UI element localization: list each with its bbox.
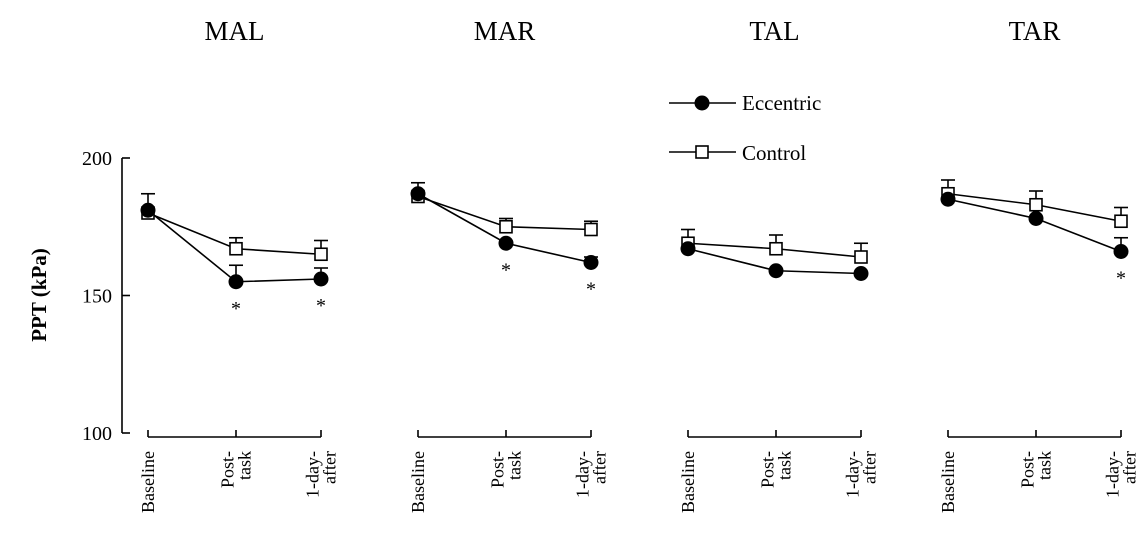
- x-tick-label: Post-task: [218, 451, 255, 488]
- x-tick-label: Baseline: [938, 451, 958, 513]
- x-tick-label-line: 1-day-: [1103, 451, 1123, 498]
- point-control: [1114, 214, 1128, 229]
- y-tick-label: 100: [82, 423, 112, 445]
- legend: Eccentric Control: [669, 91, 821, 165]
- x-tick-label-line: 1-day-: [573, 451, 593, 498]
- y-tick-label: 150: [82, 286, 112, 308]
- legend-label-eccentric: Eccentric: [742, 91, 821, 115]
- point-eccentric: [853, 266, 869, 281]
- x-tick-label-line: Post-: [218, 451, 238, 488]
- y-axis-label: PPT (kPa): [27, 248, 51, 342]
- y-axis: 100 150 200 PPT (kPa): [27, 148, 130, 445]
- panel-tar: TAR Baseline Post-task 1-day-after *: [938, 16, 1140, 513]
- panel-mal: MAL Baseline Post-task 1-day-after * *: [138, 16, 340, 513]
- x-tick-label-line: task: [235, 451, 255, 480]
- panel-mar: MAR Baseline Post-task 1-day-after * *: [408, 16, 610, 513]
- significance-asterisk: *: [316, 295, 326, 317]
- point-control: [854, 250, 868, 264]
- x-tick-label: Post-task: [1018, 451, 1055, 488]
- panel-title: TAL: [749, 16, 799, 46]
- x-tick-label-line: after: [320, 451, 340, 484]
- significance-asterisk: *: [231, 298, 241, 320]
- legend-item-eccentric: Eccentric: [669, 91, 821, 115]
- point-eccentric: [1028, 211, 1044, 226]
- significance-asterisk: *: [586, 279, 596, 301]
- x-tick-label-line: 1-day-: [303, 451, 323, 498]
- legend-item-control: Control: [669, 141, 806, 165]
- point-eccentric: [498, 235, 514, 251]
- x-tick-label: Baseline: [138, 451, 158, 513]
- x-tick-label: Post-task: [488, 451, 525, 488]
- panel-title: TAR: [1009, 16, 1061, 46]
- chart-panels: MAL Baseline Post-task 1-day-after * * MAR Base…: [138, 16, 1140, 513]
- x-tick-label: Post-task: [758, 451, 795, 488]
- x-tick-label: Baseline: [678, 451, 698, 513]
- point-control: [1029, 197, 1043, 212]
- point-eccentric: [410, 186, 426, 202]
- x-tick-label-line: Post-: [488, 451, 508, 488]
- x-tick-label: 1-day-after: [573, 451, 610, 498]
- point-eccentric: [768, 263, 784, 279]
- x-tick-label-line: Post-: [758, 451, 778, 488]
- significance-asterisk: *: [501, 259, 511, 281]
- x-tick-label-line: task: [775, 451, 795, 480]
- point-control: [314, 247, 328, 262]
- point-control: [499, 219, 513, 234]
- x-tick-label-line: after: [860, 451, 880, 484]
- legend-marker-eccentric: [694, 95, 710, 111]
- point-control: [769, 241, 783, 256]
- panel-title: MAL: [205, 16, 265, 46]
- y-axis-ticks: 100 150 200: [82, 148, 130, 445]
- x-tick-label-line: after: [590, 451, 610, 484]
- x-tick-label: 1-day-after: [1103, 451, 1140, 498]
- x-tick-label-line: Baseline: [938, 451, 958, 513]
- point-control: [584, 222, 598, 237]
- legend-marker-control: [695, 145, 709, 159]
- x-tick-label-line: Baseline: [138, 451, 158, 513]
- point-eccentric: [228, 274, 244, 290]
- x-tick-label-line: Baseline: [678, 451, 698, 513]
- x-tick-label-line: task: [505, 451, 525, 480]
- panel-tal: TAL Baseline Post-task 1-day-after: [678, 16, 880, 513]
- x-tick-label: Baseline: [408, 451, 428, 513]
- panel-title: MAR: [474, 16, 536, 46]
- x-tick-label-line: task: [1035, 451, 1055, 480]
- point-eccentric: [940, 191, 956, 207]
- point-eccentric: [313, 271, 329, 287]
- legend-label-control: Control: [742, 141, 806, 165]
- point-control: [229, 241, 243, 256]
- significance-asterisk: *: [1116, 268, 1126, 290]
- x-tick-label-line: 1-day-: [843, 451, 863, 498]
- x-tick-label-line: Post-: [1018, 451, 1038, 488]
- x-tick-label-line: after: [1120, 451, 1140, 484]
- point-eccentric: [583, 255, 599, 270]
- point-eccentric: [680, 241, 696, 257]
- x-tick-label: 1-day-after: [303, 451, 340, 498]
- point-eccentric: [1113, 244, 1129, 259]
- point-eccentric: [140, 202, 156, 218]
- x-tick-label-line: Baseline: [408, 451, 428, 513]
- y-tick-label: 200: [82, 148, 112, 170]
- x-tick-label: 1-day-after: [843, 451, 880, 498]
